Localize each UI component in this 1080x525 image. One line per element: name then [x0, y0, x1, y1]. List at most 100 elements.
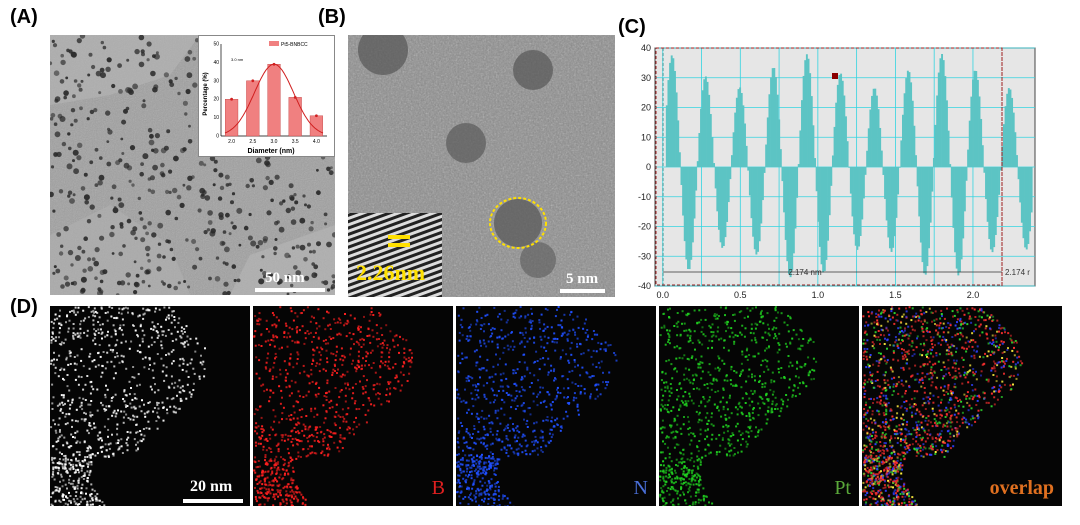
eds-signal	[662, 491, 665, 494]
eds-signal	[94, 315, 97, 318]
eds-signal	[775, 327, 778, 330]
eds-signal	[788, 386, 791, 389]
eds-signal	[58, 490, 61, 493]
eds-signal	[340, 389, 343, 391]
nanoparticle	[202, 190, 207, 195]
eds-signal	[265, 388, 268, 391]
eds-signal	[484, 466, 487, 469]
profile-bar	[1029, 167, 1031, 232]
eds-signal	[285, 324, 288, 327]
eds-signal	[999, 361, 1002, 364]
eds-signal	[64, 415, 67, 418]
eds-signal	[1011, 349, 1014, 352]
eds-signal	[291, 489, 294, 492]
eds-signal	[466, 487, 468, 490]
eds-signal	[68, 446, 71, 449]
eds-signal	[106, 334, 109, 337]
eds-signal	[717, 390, 720, 393]
eds-signal	[154, 310, 157, 313]
eds-signal	[366, 379, 368, 382]
eds-signal	[475, 468, 477, 471]
eds-signal	[90, 493, 93, 495]
eds-signal	[683, 373, 686, 376]
eds-signal	[82, 475, 85, 477]
eds-signal	[510, 447, 513, 450]
eds-signal	[971, 307, 974, 310]
eds-signal	[57, 472, 60, 475]
eds-signal	[190, 393, 193, 396]
eds-signal	[577, 385, 580, 387]
eds-signal	[467, 447, 470, 449]
eds-signal	[494, 493, 497, 496]
eds-signal	[151, 369, 154, 372]
eds-signal	[256, 432, 259, 435]
eds-signal	[791, 395, 794, 398]
eds-signal	[561, 332, 564, 335]
eds-signal	[368, 364, 370, 367]
eds-signal	[908, 500, 911, 503]
eds-signal	[921, 415, 924, 418]
eds-signal	[673, 368, 676, 371]
eds-signal	[497, 363, 499, 366]
eds-signal	[121, 452, 124, 454]
eds-signal	[469, 471, 471, 474]
eds-signal	[895, 430, 898, 433]
profile-bar	[1004, 106, 1007, 167]
eds-signal	[1013, 374, 1015, 377]
eds-signal	[725, 306, 728, 309]
eds-signal	[203, 368, 206, 370]
eds-signal	[743, 316, 746, 319]
eds-signal	[875, 360, 878, 363]
eds-signal	[879, 395, 882, 398]
eds-signal	[278, 385, 281, 388]
eds-signal	[876, 482, 879, 485]
eds-signal	[296, 491, 298, 494]
eds-signal	[179, 397, 182, 400]
eds-signal	[716, 317, 719, 320]
eds-signal	[747, 435, 750, 438]
eds-signal	[142, 313, 145, 316]
profile-bar	[929, 167, 932, 223]
eds-signal	[915, 312, 918, 315]
eds-signal	[274, 352, 277, 355]
eds-signal	[101, 404, 104, 407]
profile-bars	[665, 53, 1033, 278]
eds-signal	[757, 429, 760, 432]
particle	[446, 123, 486, 163]
profile-bar	[814, 158, 816, 167]
eds-signal	[471, 464, 474, 467]
eds-signal	[152, 410, 155, 413]
eds-signal	[342, 415, 344, 418]
eds-signal	[689, 395, 691, 398]
eds-signal	[752, 417, 755, 420]
eds-signal	[266, 357, 269, 360]
eds-signal	[66, 385, 69, 388]
eds-signal	[788, 365, 790, 368]
size-histogram: Pt5-BNBCC 3.0 nm Diameter (nm) Percentag…	[203, 41, 327, 155]
eds-signal	[478, 456, 481, 459]
eds-signal	[927, 429, 930, 432]
eds-signal	[754, 339, 757, 341]
eds-signal	[163, 379, 166, 382]
eds-signal	[462, 399, 465, 402]
eds-signal	[667, 359, 670, 362]
eds-signal	[304, 503, 307, 506]
eds-signal	[667, 476, 670, 479]
eds-signal	[779, 410, 782, 413]
eds-signal	[261, 428, 264, 431]
eds-signal	[676, 477, 679, 480]
eds-signal	[162, 330, 165, 333]
eds-signal	[673, 417, 676, 420]
eds-signal	[473, 479, 476, 482]
eds-signal	[909, 332, 912, 335]
eds-signal	[591, 338, 594, 341]
profile-bar	[675, 92, 678, 167]
eds-signal	[61, 465, 64, 468]
eds-signal	[862, 490, 865, 493]
eds-signal	[886, 361, 888, 364]
nanoparticle	[331, 232, 335, 238]
eds-signal	[537, 393, 540, 396]
eds-signal	[375, 338, 378, 341]
eds-signal	[313, 439, 316, 442]
eds-signal	[322, 404, 325, 407]
